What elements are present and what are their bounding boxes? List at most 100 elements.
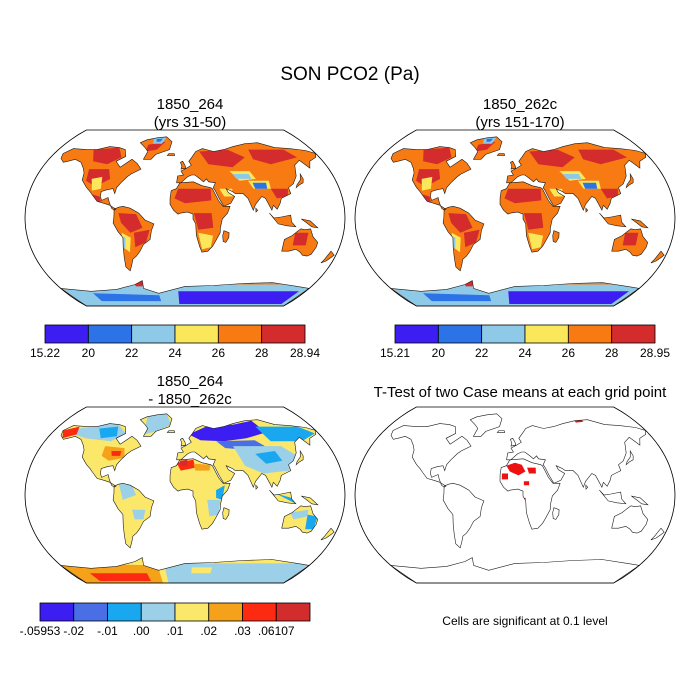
- map-border: [354, 129, 676, 307]
- field-region: [145, 141, 166, 152]
- map-panel-3: [24, 406, 346, 584]
- field-region: [179, 459, 188, 466]
- colorbar-tick-label: 26: [211, 346, 225, 360]
- colorbar-swatch: [131, 324, 176, 344]
- coastline-south-america: [112, 482, 155, 549]
- colorbar-tick-label: 22: [124, 346, 139, 360]
- field-region: [91, 176, 103, 191]
- panel-1-title-line1: 1850_264: [156, 96, 224, 113]
- field-region: [600, 188, 618, 199]
- colorbar-swatch: [174, 324, 219, 344]
- field-region: [93, 293, 162, 302]
- colorbar-swatch: [217, 324, 263, 344]
- coastline-britain: [180, 437, 187, 447]
- significant-region: [506, 462, 526, 476]
- map-background: [355, 407, 675, 583]
- panel-2-title-line1: 1850_262c: [482, 96, 558, 113]
- coastline-new-guinea: [301, 495, 319, 506]
- map-border: [24, 406, 346, 584]
- coastlines: [389, 136, 665, 307]
- colorbar-tick-label: 28: [604, 346, 619, 360]
- field-region: [255, 451, 283, 464]
- coastlines: [389, 413, 665, 584]
- field-region: [207, 499, 221, 517]
- field-region: [252, 182, 268, 189]
- colorbar-tick-label: 20: [431, 346, 445, 360]
- field-region: [486, 138, 493, 142]
- field-region: [156, 138, 163, 142]
- coastline-antarctica: [389, 557, 641, 584]
- colorbar-swatch: [567, 324, 613, 344]
- coastline-north-america: [60, 423, 142, 488]
- coastline-indonesia: [599, 212, 627, 228]
- field-region: [232, 174, 252, 179]
- coastline-australia: [611, 228, 649, 257]
- coastline-japan: [625, 172, 634, 189]
- map-border: [354, 406, 676, 584]
- field-region: [423, 293, 492, 302]
- map-panel-4: [354, 406, 676, 584]
- panel-2-title: 1850_262c (yrs 151-170): [370, 96, 670, 132]
- figure-title: SON PCO2 (Pa): [280, 64, 420, 85]
- colorbar-tick-label: 26: [561, 346, 575, 360]
- map-border: [24, 129, 346, 307]
- colorbar-tick-label: 24: [168, 346, 182, 360]
- coastline-japan: [295, 449, 304, 466]
- colorbar-tick-label: 28.94: [289, 346, 321, 360]
- field-region: [562, 174, 582, 179]
- coastline-africa: [169, 458, 231, 530]
- colorbar-swatch: [208, 602, 243, 622]
- field-region: [132, 509, 146, 520]
- coastline-sri-lanka: [585, 484, 589, 490]
- field-region: [143, 413, 172, 435]
- colorbar-tick-label: 24: [518, 346, 532, 360]
- coastline-greenland: [139, 413, 173, 437]
- field-layer: [501, 417, 584, 503]
- panel-3-title: 1850_264 - 1850_262c: [40, 373, 340, 409]
- colorbar-panel-3: [39, 602, 311, 622]
- colorbar-swatch: [107, 602, 142, 622]
- colorbar-swatch: [394, 324, 439, 344]
- colorbar-panel-1-labels: 15.22 20 22 24 26 28 28.94: [30, 346, 320, 362]
- coastline-iceland: [166, 153, 176, 156]
- coastline-australia: [281, 505, 319, 534]
- map-panel-2: [354, 129, 676, 307]
- field-region: [133, 229, 150, 248]
- field-region: [111, 451, 122, 456]
- colorbar-tick-label: 15.22: [29, 346, 61, 360]
- colorbar-swatch: [437, 324, 483, 344]
- coastline-south-america: [442, 205, 485, 272]
- colorbar-swatch: [73, 602, 108, 622]
- colorbar-tick-label: .01: [166, 624, 184, 638]
- coastline-new-guinea: [631, 218, 649, 229]
- coastline-eurasia: [506, 419, 647, 488]
- coastline-madagascar: [222, 507, 230, 520]
- colorbar-swatch: [611, 324, 656, 344]
- coastline-sri-lanka: [255, 484, 259, 490]
- colorbar-tick-label: .00: [132, 624, 150, 638]
- coastline-britain: [510, 160, 517, 170]
- field-region: [504, 188, 542, 204]
- field-region: [528, 232, 544, 250]
- colorbar-panel-2: [394, 324, 656, 344]
- field-region: [89, 573, 151, 581]
- field-region: [448, 213, 473, 233]
- field-region: [582, 182, 598, 189]
- field-region: [622, 232, 639, 246]
- field-region: [178, 291, 299, 304]
- field-region: [292, 232, 309, 246]
- colorbar-tick-label: .02: [200, 624, 218, 638]
- coastline-indonesia: [269, 212, 297, 228]
- coastline-africa: [499, 181, 561, 253]
- significant-region: [527, 467, 536, 474]
- coastline-eurasia: [176, 142, 317, 211]
- map-panel-1: [24, 129, 346, 307]
- panel-2-title-line2: (yrs 151-170): [475, 114, 565, 131]
- field-region: [529, 149, 575, 168]
- colorbar-tick-label: -.01: [97, 624, 118, 638]
- coastline-new-zealand: [320, 527, 335, 541]
- field-region: [198, 232, 214, 250]
- field-region: [193, 213, 214, 230]
- colorbar-tick-label: 28.95: [639, 346, 671, 360]
- coastlines: [59, 413, 335, 584]
